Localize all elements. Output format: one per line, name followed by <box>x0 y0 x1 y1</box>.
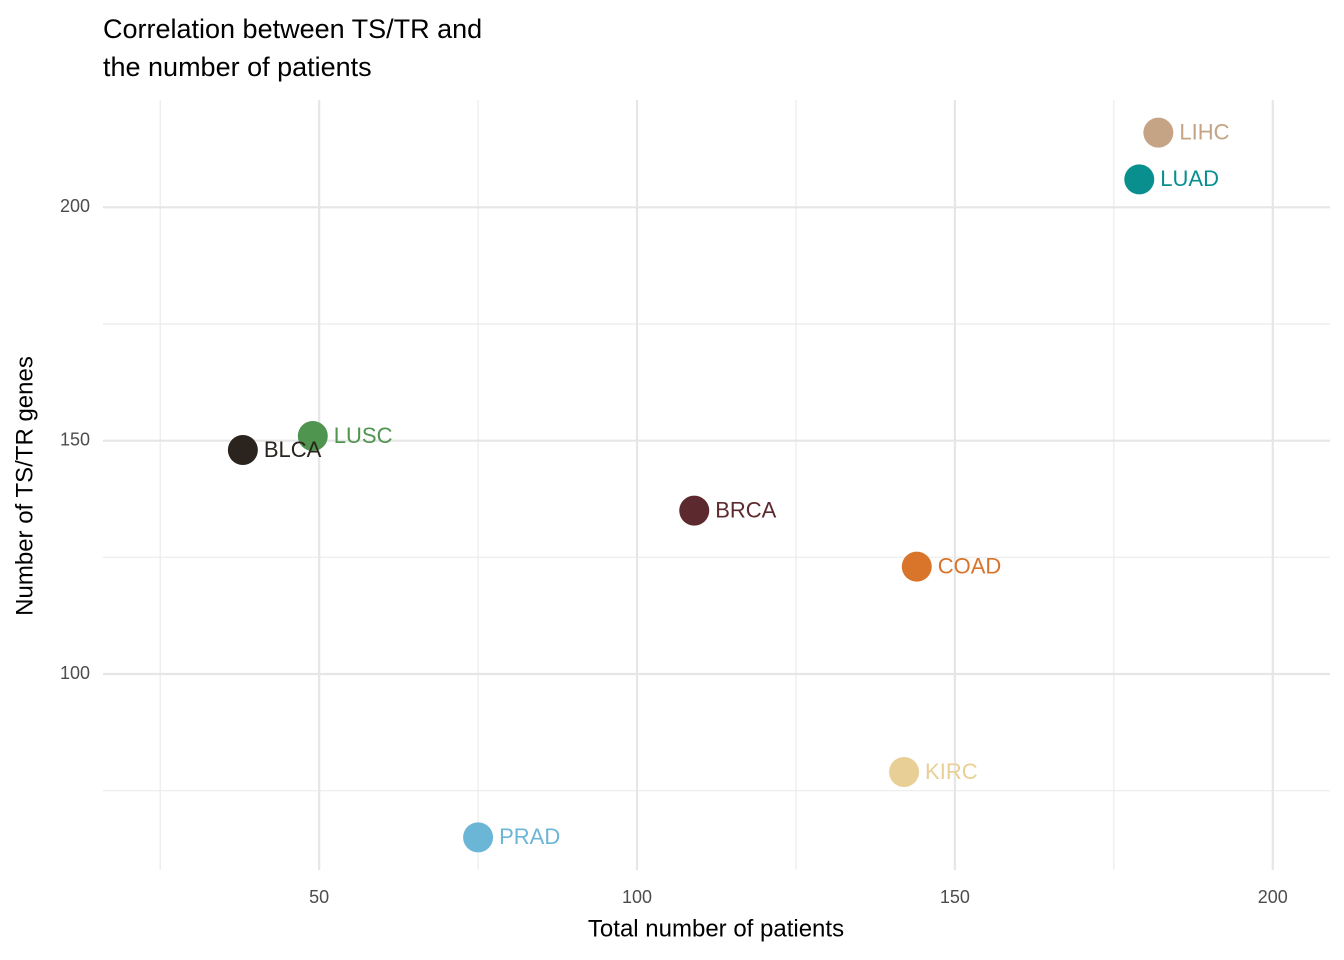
x-tick-label: 150 <box>940 887 970 907</box>
grid: 50 100 150 200 100 150 200 <box>60 100 1330 907</box>
y-axis-title: Number of TS/TR genes <box>11 356 38 616</box>
point <box>1124 164 1155 195</box>
marks: LIHC LUAD LUSC BLCA BRCA COAD KIRC PRAD <box>227 117 1230 853</box>
point <box>297 421 328 451</box>
x-tick-label: 100 <box>622 887 652 907</box>
x-tick-label: 50 <box>309 887 329 907</box>
x-tick-label: 200 <box>1258 887 1288 907</box>
point <box>901 551 932 582</box>
y-tick-label: 150 <box>60 429 90 449</box>
point <box>227 435 258 465</box>
point-label: LUSC <box>334 423 393 448</box>
point-label: BRCA <box>715 497 776 522</box>
point-label: BLCA <box>264 437 322 462</box>
point-label: PRAD <box>499 824 560 849</box>
point-label: KIRC <box>925 759 978 784</box>
chart-title: the number of patients <box>103 52 372 82</box>
point <box>1143 117 1174 148</box>
y-tick-label: 200 <box>60 196 90 216</box>
point-label: LIHC <box>1179 119 1229 144</box>
chart-title: Correlation between TS/TR and <box>103 14 482 44</box>
point-label: COAD <box>938 553 1002 578</box>
point <box>889 757 920 787</box>
point <box>463 822 494 853</box>
x-axis-title: Total number of patients <box>588 915 844 942</box>
point-label: LUAD <box>1160 166 1219 191</box>
y-tick-label: 100 <box>60 663 90 683</box>
point <box>679 495 710 526</box>
